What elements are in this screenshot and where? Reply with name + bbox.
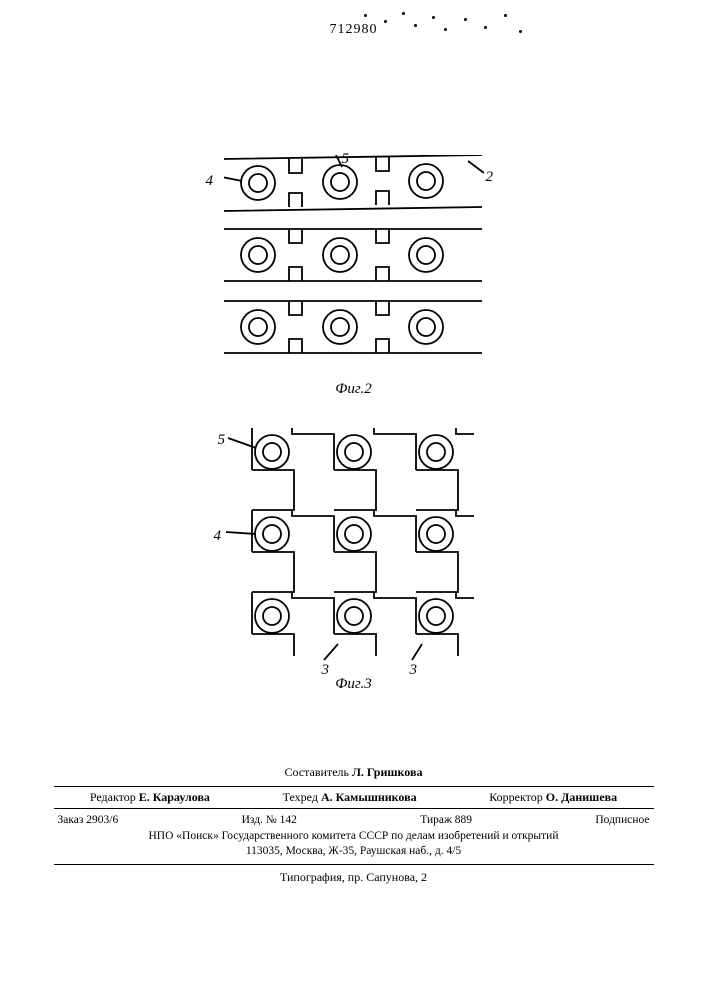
fig2-label-2: 2 [486, 169, 494, 186]
imprint-tirazh: Тираж 889 [420, 813, 472, 829]
imprint-sub: Подписное [595, 813, 649, 829]
compiler-label: Составитель [285, 765, 349, 779]
tech-label: Техред [283, 790, 318, 804]
compiler-line: Составитель Л. Гришкова [0, 765, 707, 780]
imprint-divider [54, 864, 654, 865]
scan-artifact-dots [354, 10, 554, 40]
fig3-caption: Фиг.3 [224, 676, 484, 693]
editorial-line: Редактор Е. Караулова Техред А. Камышник… [54, 786, 654, 809]
imprint-order: Заказ 2903/6 [58, 813, 119, 829]
fig2-label-5: 5 [342, 151, 350, 168]
imprint-org: НПО «Поиск» Государственного комитета СС… [54, 829, 654, 845]
fig2-svg [224, 155, 484, 375]
imprint-izd: Изд. № 142 [242, 813, 297, 829]
corrector-name: О. Данишева [546, 790, 617, 804]
fig2-caption: Фиг.2 [224, 381, 484, 398]
figure-2: 4 5 2 [224, 155, 484, 398]
corrector-label: Корректор [489, 790, 543, 804]
fig3-label-3a: 3 [322, 662, 330, 679]
patent-number: 712980 [330, 22, 378, 38]
imprint-typo: Типография, пр. Сапунова, 2 [54, 869, 654, 885]
figure-3: 5 4 3 3 [224, 420, 484, 693]
fig3-label-5: 5 [218, 432, 226, 449]
editor-label: Редактор [90, 790, 136, 804]
fig2-label-4: 4 [206, 173, 214, 190]
compiler-name: Л. Гришкова [352, 765, 422, 779]
imprint-addr: 113035, Москва, Ж-35, Раушская наб., д. … [54, 844, 654, 860]
fig3-label-3b: 3 [410, 662, 418, 679]
credits-block: Составитель Л. Гришкова Редактор Е. Кара… [0, 765, 707, 885]
fig3-label-4: 4 [214, 528, 222, 545]
tech-name: А. Камышникова [321, 790, 417, 804]
fig3-svg [224, 420, 484, 670]
imprint-block: Заказ 2903/6 Изд. № 142 Тираж 889 Подпис… [54, 813, 654, 885]
editor-name: Е. Караулова [139, 790, 210, 804]
